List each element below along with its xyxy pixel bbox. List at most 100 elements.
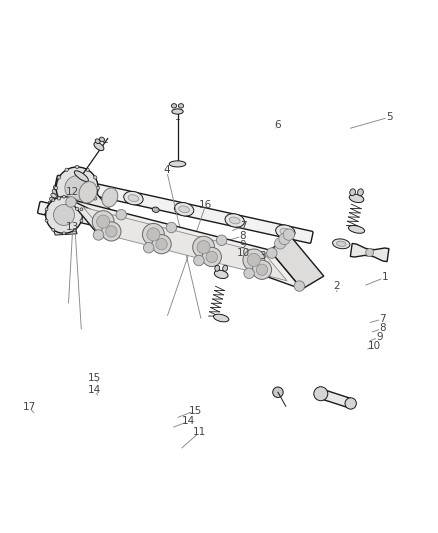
Text: 16: 16 [199, 199, 212, 209]
Text: 10: 10 [367, 341, 381, 351]
Ellipse shape [154, 208, 157, 211]
Circle shape [279, 233, 290, 245]
Ellipse shape [215, 265, 220, 271]
Ellipse shape [60, 209, 71, 216]
Circle shape [94, 176, 97, 179]
Ellipse shape [53, 185, 59, 190]
Circle shape [86, 168, 89, 172]
Text: 7: 7 [240, 221, 246, 231]
Ellipse shape [223, 265, 228, 271]
Text: 12: 12 [66, 187, 79, 197]
Text: 4: 4 [163, 165, 170, 175]
Ellipse shape [174, 203, 194, 216]
Text: 1: 1 [381, 272, 388, 282]
Ellipse shape [74, 171, 88, 182]
Text: 2: 2 [334, 281, 340, 291]
Ellipse shape [95, 139, 100, 143]
Ellipse shape [357, 189, 364, 196]
Circle shape [294, 281, 304, 292]
Circle shape [56, 167, 98, 209]
Ellipse shape [49, 197, 55, 202]
Ellipse shape [258, 251, 278, 264]
Circle shape [57, 176, 60, 179]
Circle shape [243, 249, 265, 271]
Ellipse shape [336, 241, 346, 246]
Circle shape [65, 168, 68, 172]
Circle shape [283, 229, 294, 240]
Ellipse shape [332, 239, 350, 249]
Polygon shape [83, 207, 287, 281]
Circle shape [54, 186, 58, 190]
Circle shape [102, 222, 121, 241]
Circle shape [53, 205, 74, 225]
Circle shape [193, 236, 215, 258]
Circle shape [93, 230, 104, 240]
Circle shape [57, 197, 60, 200]
Ellipse shape [178, 103, 184, 108]
Circle shape [66, 197, 76, 207]
Circle shape [147, 228, 160, 241]
Text: 8: 8 [379, 324, 386, 334]
Text: 9: 9 [240, 240, 246, 249]
Circle shape [94, 197, 97, 200]
Ellipse shape [79, 182, 97, 203]
Circle shape [75, 165, 79, 168]
Circle shape [65, 204, 68, 208]
Ellipse shape [94, 142, 104, 150]
Circle shape [97, 215, 110, 228]
Polygon shape [68, 185, 123, 238]
Circle shape [142, 223, 164, 245]
Text: 14: 14 [182, 416, 195, 426]
Ellipse shape [212, 243, 223, 250]
Circle shape [45, 219, 48, 222]
Text: 7: 7 [379, 314, 386, 324]
Ellipse shape [171, 103, 177, 108]
Circle shape [144, 243, 154, 253]
Ellipse shape [161, 232, 172, 239]
FancyBboxPatch shape [38, 201, 296, 269]
Ellipse shape [208, 240, 227, 253]
Text: 9: 9 [376, 332, 383, 342]
Ellipse shape [350, 189, 356, 196]
Circle shape [80, 208, 83, 211]
Text: 15: 15 [88, 373, 101, 383]
Ellipse shape [47, 205, 53, 209]
Text: 14: 14 [88, 385, 101, 394]
Circle shape [275, 238, 286, 249]
Polygon shape [53, 227, 77, 235]
Circle shape [194, 255, 204, 266]
Circle shape [46, 197, 82, 233]
Polygon shape [318, 389, 354, 409]
Ellipse shape [128, 195, 139, 201]
Circle shape [63, 232, 65, 235]
Circle shape [152, 235, 171, 254]
Ellipse shape [262, 254, 273, 261]
Text: 11: 11 [193, 427, 206, 438]
Text: 17: 17 [22, 402, 36, 412]
Ellipse shape [349, 194, 364, 203]
Polygon shape [68, 199, 302, 289]
Ellipse shape [169, 161, 186, 167]
Ellipse shape [230, 217, 240, 224]
Ellipse shape [56, 206, 75, 220]
Text: 13: 13 [66, 222, 79, 232]
Ellipse shape [124, 191, 143, 205]
Text: 6: 6 [275, 119, 281, 130]
Ellipse shape [102, 188, 118, 207]
Ellipse shape [51, 193, 57, 198]
Ellipse shape [99, 137, 105, 142]
Polygon shape [350, 244, 389, 262]
Circle shape [75, 207, 79, 211]
Circle shape [247, 253, 260, 266]
Circle shape [86, 204, 89, 208]
Circle shape [216, 235, 227, 246]
Circle shape [256, 264, 268, 276]
Text: 10: 10 [237, 248, 250, 259]
Circle shape [73, 228, 76, 231]
Ellipse shape [48, 201, 54, 206]
Circle shape [106, 226, 117, 237]
Circle shape [116, 209, 127, 220]
Ellipse shape [46, 209, 52, 213]
Circle shape [96, 186, 100, 190]
Circle shape [65, 176, 89, 200]
